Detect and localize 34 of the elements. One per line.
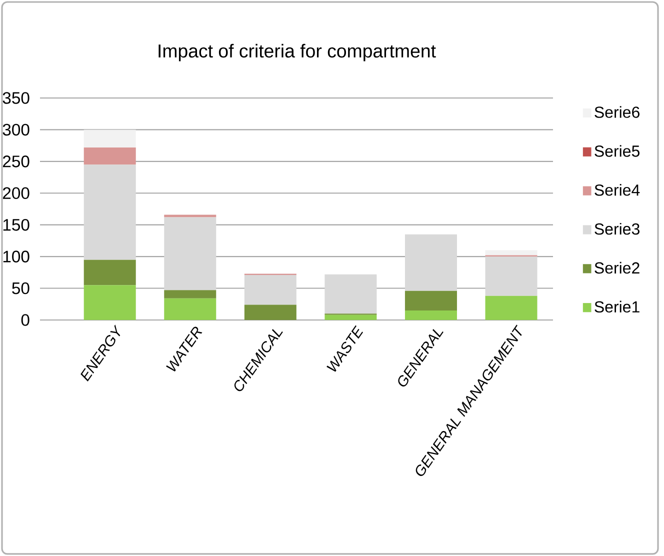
legend-label: Serie4 bbox=[594, 184, 640, 196]
legend-label: Serie2 bbox=[594, 262, 640, 274]
bar bbox=[485, 256, 538, 296]
y-tick-label: 200 bbox=[2, 187, 30, 200]
y-tick-label: 100 bbox=[3, 250, 30, 262]
bar bbox=[84, 285, 136, 320]
bar bbox=[164, 214, 216, 218]
legend-label: Serie6 bbox=[594, 106, 640, 118]
bar bbox=[84, 164, 136, 260]
legend-label: Serie5 bbox=[594, 145, 640, 157]
bar bbox=[485, 250, 538, 256]
legend-label: Serie1 bbox=[594, 300, 640, 313]
bar bbox=[404, 310, 457, 320]
bar bbox=[84, 130, 136, 148]
y-tick-label: 50 bbox=[12, 282, 30, 294]
bar bbox=[84, 260, 136, 286]
y-tick-label: 150 bbox=[3, 218, 30, 231]
bar bbox=[404, 290, 457, 310]
y-tick-label: 0 bbox=[21, 314, 30, 326]
chart-title: Impact of criteria for compartment bbox=[158, 44, 436, 62]
legend-label: Serie3 bbox=[594, 222, 640, 235]
bar bbox=[324, 274, 377, 314]
bar bbox=[485, 296, 538, 320]
bar bbox=[404, 234, 457, 291]
y-tick-label: 300 bbox=[2, 124, 30, 136]
y-tick-label: 350 bbox=[2, 92, 30, 104]
bar bbox=[324, 314, 377, 320]
bar bbox=[84, 147, 136, 165]
y-tick-label: 250 bbox=[2, 156, 30, 168]
bar bbox=[164, 290, 216, 298]
bar bbox=[164, 217, 216, 290]
bar bbox=[244, 274, 296, 305]
bar bbox=[244, 304, 296, 320]
bar bbox=[164, 298, 216, 320]
